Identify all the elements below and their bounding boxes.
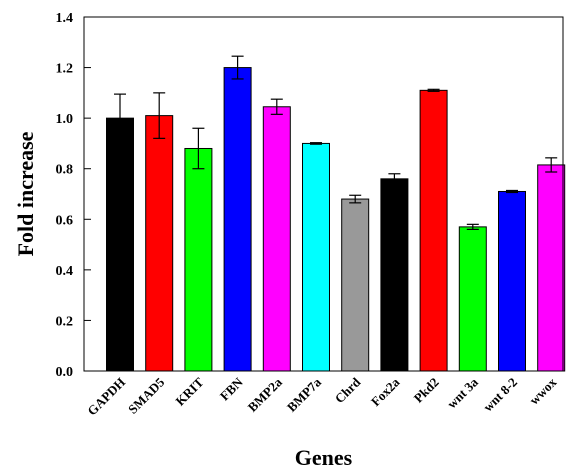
error-bars-group xyxy=(114,55,558,230)
bar-bmp7a xyxy=(302,142,330,372)
bar-wwox xyxy=(537,164,566,372)
error-bar xyxy=(310,142,322,145)
y-tick-label: 0.0 xyxy=(56,365,74,380)
error-bar xyxy=(192,127,205,170)
error-bar xyxy=(349,194,362,204)
bar-fox2a xyxy=(380,178,409,372)
bars-group xyxy=(106,67,566,372)
x-tick-label: wnt 8-2 xyxy=(480,375,520,415)
error-bar xyxy=(466,223,479,230)
error-bar xyxy=(545,157,558,173)
x-tick-label: FBN xyxy=(217,374,246,403)
y-tick-label: 0.6 xyxy=(56,213,74,228)
error-bar xyxy=(427,88,440,92)
x-tick-label: KRIT xyxy=(172,374,206,408)
error-bar xyxy=(153,92,166,139)
x-tick-label: GAPDH xyxy=(84,375,128,419)
x-tick-label: wnt 3a xyxy=(444,374,481,411)
bar-pkd2 xyxy=(419,89,448,372)
error-bar xyxy=(114,93,126,143)
y-tick-label: 0.4 xyxy=(56,264,74,279)
plot-frame xyxy=(83,16,564,372)
error-bar xyxy=(388,173,401,185)
bar-smad5 xyxy=(145,115,174,372)
x-tick-label: BMP7a xyxy=(284,374,325,415)
x-tick-label: Pkd2 xyxy=(411,375,442,406)
y-axis-label: Fold increase xyxy=(13,131,38,256)
bar-gapdh xyxy=(106,117,134,372)
y-tick-label: 1.2 xyxy=(56,62,74,77)
bar-wnt-8-2 xyxy=(498,190,526,372)
y-tick-label: 1.0 xyxy=(56,112,74,127)
x-tick-label: Chrd xyxy=(332,374,364,406)
bar-fbn xyxy=(223,67,252,372)
bar-krit xyxy=(184,147,213,372)
error-bar xyxy=(231,55,244,80)
x-tick-label: BMP2a xyxy=(245,374,286,415)
x-tick-label: wwox xyxy=(526,374,559,407)
y-axis-ticks: 0.0 0.2 0.4 0.6 0.8 1.0 1.2 1.4 xyxy=(56,11,91,380)
x-tick-label: Fox2a xyxy=(368,374,403,409)
error-bar xyxy=(270,98,283,115)
y-tick-label: 1.4 xyxy=(56,11,74,26)
y-tick-label: 0.2 xyxy=(56,314,74,329)
bar-wnt-3a xyxy=(458,226,487,372)
x-axis-label: Genes xyxy=(295,445,353,470)
bar-bmp2a xyxy=(262,106,291,372)
y-tick-label: 0.8 xyxy=(56,163,74,178)
bar-chrd xyxy=(341,198,370,372)
error-bar xyxy=(506,189,518,194)
x-tick-label: SMAD5 xyxy=(125,374,168,417)
